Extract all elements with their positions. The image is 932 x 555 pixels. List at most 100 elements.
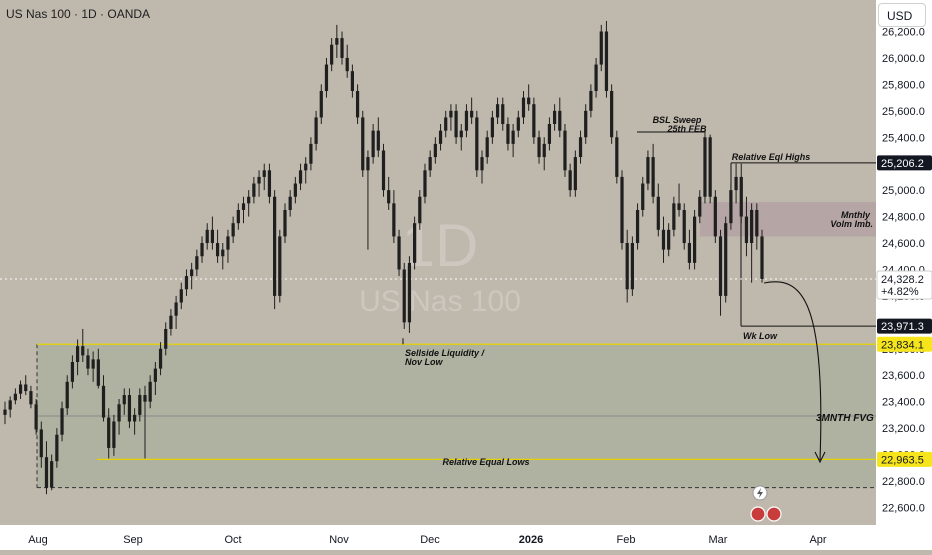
candle-body xyxy=(485,137,489,158)
candle-body xyxy=(262,170,266,177)
price-label-box xyxy=(876,270,932,300)
candle-body xyxy=(371,130,375,158)
y-tick-label: 23,600.0 xyxy=(882,370,925,382)
candle-body xyxy=(646,157,650,184)
candle-body xyxy=(55,434,59,462)
monthly-imbalance-label: Mnthly xyxy=(841,210,871,220)
candle-body xyxy=(444,117,448,131)
candle-body xyxy=(65,381,69,409)
candle-body xyxy=(174,302,178,316)
candle-body xyxy=(138,395,142,415)
time-axis-panel xyxy=(0,525,876,550)
candle-body xyxy=(153,368,157,382)
candle-body xyxy=(143,395,147,402)
candle-body xyxy=(724,223,728,296)
candle-body xyxy=(101,385,106,418)
candle-body xyxy=(625,243,629,290)
candle-body xyxy=(247,196,251,204)
candle-body xyxy=(24,384,28,392)
candle-body xyxy=(158,348,163,369)
candle-body xyxy=(392,203,396,237)
y-tick-label: 22,800.0 xyxy=(882,476,925,488)
candle-body xyxy=(361,117,365,171)
candle-body xyxy=(641,183,645,210)
projection-arrowhead xyxy=(814,451,826,464)
y-tick-label: 23,200.0 xyxy=(882,423,925,435)
candle-body xyxy=(75,346,80,362)
nov-low-label: Nov Low xyxy=(405,357,443,367)
candle-body xyxy=(527,97,531,105)
candle-body xyxy=(589,90,593,111)
x-tick-label: Oct xyxy=(224,534,241,546)
candle-body xyxy=(428,157,432,171)
candle-body xyxy=(692,216,697,263)
price-change-text: +4.82% xyxy=(881,286,919,298)
candle-body xyxy=(252,183,256,197)
candle-body xyxy=(750,209,754,244)
candle-body xyxy=(501,104,505,125)
candle-body xyxy=(734,176,738,191)
candle-body xyxy=(13,393,17,401)
y-tick-label: 25,400.0 xyxy=(882,132,925,144)
candle-body xyxy=(50,461,54,488)
candle-body xyxy=(340,38,344,58)
candle-body xyxy=(127,395,132,422)
candle-body xyxy=(516,117,520,131)
candle-body xyxy=(86,355,90,369)
candle-body xyxy=(293,183,297,197)
candle-body xyxy=(70,362,75,382)
candle-body xyxy=(319,90,323,118)
candle-body xyxy=(713,196,717,237)
candle-body xyxy=(366,157,370,171)
candle-body xyxy=(387,190,391,204)
candle-body xyxy=(257,176,261,184)
candle-body xyxy=(314,117,318,144)
price-label-text: 23,971.3 xyxy=(881,321,924,333)
x-tick-label: Aug xyxy=(28,534,48,546)
price-label-text: 22,963.5 xyxy=(881,454,924,466)
monthly-imbalance-label-2: Volm Imb. xyxy=(830,219,873,229)
candle-body xyxy=(708,137,712,197)
y-tick-label: 25,800.0 xyxy=(882,79,925,91)
candle-body xyxy=(698,196,702,217)
candle-body xyxy=(330,44,334,65)
candle-body xyxy=(604,31,609,91)
candle-body xyxy=(672,203,676,230)
candle-body xyxy=(594,64,598,91)
relative-eql-highs-label: Relative Eql Highs xyxy=(732,152,811,162)
candle-body xyxy=(584,110,588,138)
candle-body xyxy=(615,137,619,177)
candle-body xyxy=(687,243,692,263)
currency-button[interactable]: USD xyxy=(878,3,926,27)
candle-body xyxy=(537,137,541,158)
candle-body xyxy=(454,110,458,138)
candle-body xyxy=(433,143,437,158)
candle-body xyxy=(558,110,562,131)
y-tick-label: 23,400.0 xyxy=(882,397,925,409)
candle-body xyxy=(490,117,494,138)
candle-body xyxy=(29,391,33,405)
candle-body xyxy=(195,256,199,270)
candle-body xyxy=(210,229,215,244)
candle-body xyxy=(39,429,43,458)
candle-body xyxy=(703,137,707,197)
candle-body xyxy=(122,395,126,405)
candle-body xyxy=(630,243,634,290)
wk-low-label: Wk Low xyxy=(743,331,778,341)
candle-body xyxy=(221,249,225,257)
x-tick-label: 2026 xyxy=(519,534,543,546)
candle-body xyxy=(350,71,354,91)
candle-body xyxy=(179,289,183,303)
candle-body xyxy=(169,315,173,329)
x-tick-label: Dec xyxy=(420,534,440,546)
candle-body xyxy=(563,130,567,171)
candle-body xyxy=(133,414,137,422)
candle-body xyxy=(8,400,12,410)
candle-body xyxy=(682,209,686,244)
y-tick-label: 22,600.0 xyxy=(882,502,925,514)
price-label-box xyxy=(877,155,932,171)
candle-body xyxy=(81,346,85,356)
candle-body xyxy=(480,157,484,171)
